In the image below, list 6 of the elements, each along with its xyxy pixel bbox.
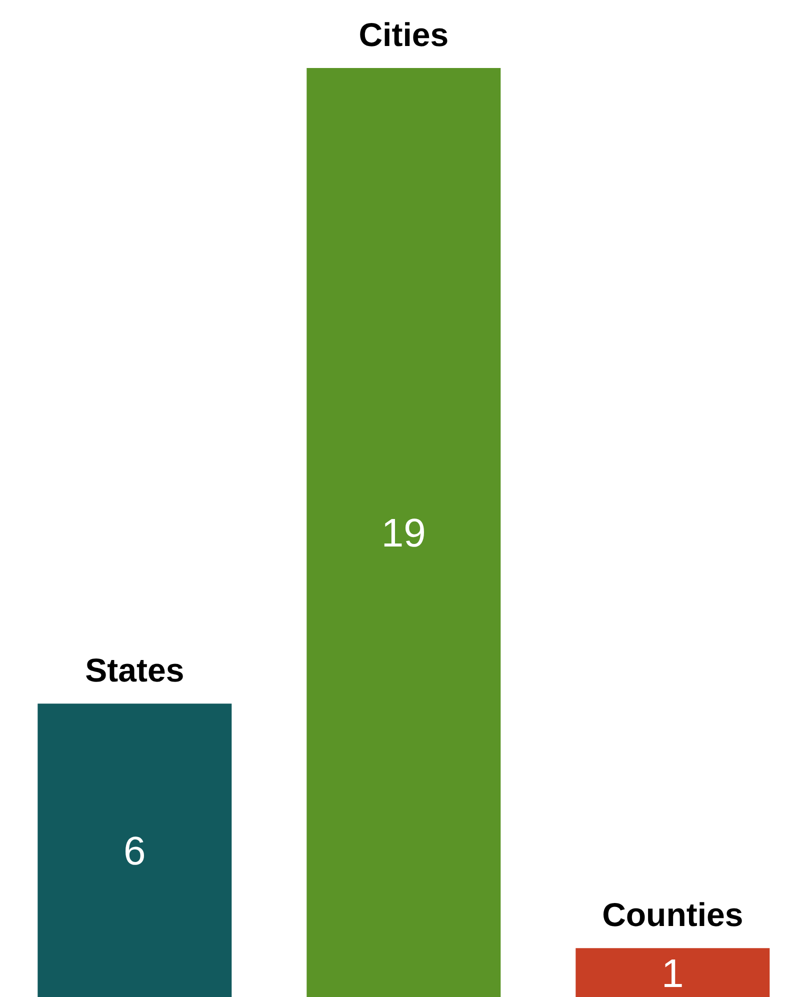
x-tick-label: States <box>85 652 184 689</box>
data-label: 19 <box>381 512 426 556</box>
x-tick-label: Cities <box>358 16 449 53</box>
data-label: 6 <box>124 830 146 874</box>
x-tick-label: Counties <box>602 896 744 934</box>
data-label: 1 <box>662 952 684 996</box>
